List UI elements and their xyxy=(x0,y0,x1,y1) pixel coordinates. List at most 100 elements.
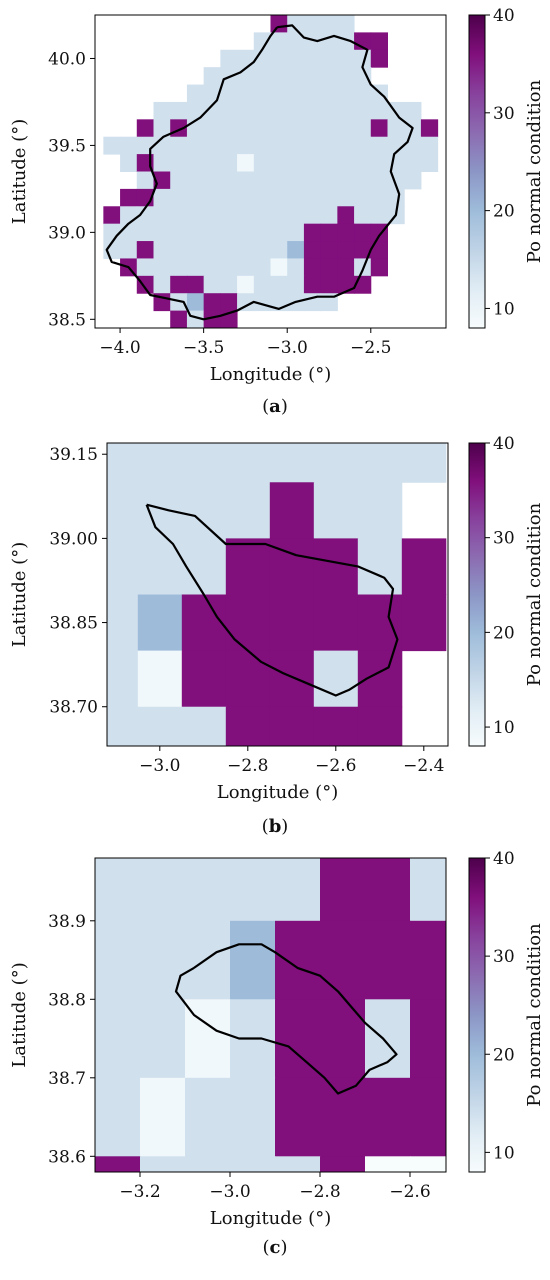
heatmap-cell xyxy=(313,443,359,483)
heatmap-cell xyxy=(420,119,439,138)
heatmap-cell xyxy=(230,1077,276,1157)
heatmap-cell xyxy=(170,101,188,120)
heatmap-cell xyxy=(303,206,322,225)
heatmap-cell xyxy=(181,650,227,708)
heatmap-cell xyxy=(269,482,315,539)
heatmap-cell xyxy=(186,84,205,103)
heatmap-cell xyxy=(320,1077,366,1157)
caption-paren-close: ) xyxy=(281,396,288,417)
heatmap-cell xyxy=(303,188,322,207)
heatmap-cell xyxy=(303,84,322,103)
y-tick-label: 38.85 xyxy=(49,614,98,634)
heatmap-cell xyxy=(320,67,338,86)
heatmap-cell xyxy=(320,1156,366,1172)
heatmap-cell xyxy=(203,84,221,103)
heatmap-cell xyxy=(370,136,388,155)
heatmap-cell xyxy=(404,136,422,155)
heatmap-cell xyxy=(170,171,188,190)
heatmap-cell xyxy=(120,154,138,172)
heatmap-cell xyxy=(120,188,138,207)
heatmap-cell xyxy=(270,223,288,242)
heatmap-cell xyxy=(203,101,221,120)
heatmap-cell xyxy=(95,920,141,1000)
heatmap-cell xyxy=(237,188,255,207)
heatmap-cell xyxy=(107,650,139,708)
heatmap-cell xyxy=(303,67,322,86)
heatmap-cell xyxy=(203,258,221,277)
heatmap-cell xyxy=(230,858,276,922)
heatmap-cell xyxy=(287,32,305,51)
heatmap-cell xyxy=(181,443,227,483)
heatmap-cell xyxy=(320,84,338,103)
heatmap-cell xyxy=(225,650,271,708)
heatmap-cell xyxy=(186,241,205,259)
heatmap-cell xyxy=(185,858,231,922)
heatmap-cell xyxy=(170,293,188,312)
axes-frame xyxy=(94,14,447,329)
heatmap-cell xyxy=(337,119,355,138)
heatmap-cell xyxy=(320,136,338,155)
heatmap-cell xyxy=(186,258,205,277)
heatmap-cell xyxy=(320,999,366,1079)
heatmap-cell xyxy=(140,920,186,1000)
heatmap-cell xyxy=(370,119,388,138)
heatmap-cell xyxy=(120,223,138,242)
heatmap-cell xyxy=(95,1077,141,1157)
heatmap-cell xyxy=(153,188,171,207)
heatmap-cell xyxy=(237,171,255,190)
x-tick-label: −2.5 xyxy=(350,338,391,358)
heatmap-cell xyxy=(270,206,288,225)
heatmap-cell xyxy=(275,920,321,1000)
heatmap-cell xyxy=(237,119,255,138)
heatmap-cell xyxy=(253,67,271,86)
y-tick-label: 38.7 xyxy=(48,1069,86,1089)
heatmap-cell xyxy=(253,171,271,190)
heatmap-cell xyxy=(170,275,188,294)
heatmap-cell xyxy=(186,206,205,225)
heatmap-cell xyxy=(170,206,188,225)
heatmap-cell xyxy=(237,223,255,242)
heatmap-cell xyxy=(303,49,322,68)
heatmap-cell xyxy=(270,136,288,155)
heatmap-cell xyxy=(287,154,305,172)
heatmap-cell xyxy=(320,101,338,120)
heatmap-cell xyxy=(120,241,138,259)
heatmap-cell xyxy=(337,136,355,155)
heatmap-cell xyxy=(153,258,171,277)
heatmap-cell xyxy=(303,15,322,33)
caption-paren-open: ( xyxy=(262,816,269,837)
heatmap-cell xyxy=(370,154,388,172)
heatmap-cell xyxy=(320,119,338,138)
heatmap-cell xyxy=(203,275,221,294)
heatmap-cell xyxy=(220,171,238,190)
heatmap-cell xyxy=(287,188,305,207)
heatmap-cell xyxy=(186,101,205,120)
heatmap-cell xyxy=(107,538,139,595)
heatmap-cell xyxy=(253,275,271,294)
x-tick-label: −2.8 xyxy=(227,756,268,776)
heatmap-cell xyxy=(287,15,305,33)
heatmap-cell xyxy=(320,223,338,242)
heatmap-cell xyxy=(404,154,422,172)
basin-outline xyxy=(145,503,399,697)
heatmap-cell xyxy=(170,241,188,259)
colorbar-tick-label: 40 xyxy=(493,6,515,26)
heatmap-cell xyxy=(370,241,388,259)
heatmap-cell xyxy=(220,206,238,225)
heatmap-cell xyxy=(253,223,271,242)
heatmap-cell xyxy=(337,241,355,259)
heatmap-cell xyxy=(153,206,171,225)
heatmap-cell xyxy=(354,119,372,138)
heatmap-cell xyxy=(203,188,221,207)
heatmap-cell xyxy=(237,49,255,68)
heatmap-cell xyxy=(270,188,288,207)
heatmap-cell xyxy=(203,119,221,138)
heatmap-cell xyxy=(269,650,315,708)
heatmap-cell xyxy=(287,101,305,120)
heatmap-cell xyxy=(225,706,271,746)
heatmap-cell xyxy=(287,67,305,86)
heatmap-cell xyxy=(275,999,321,1079)
heatmap-cell xyxy=(287,223,305,242)
colorbar xyxy=(468,442,486,747)
